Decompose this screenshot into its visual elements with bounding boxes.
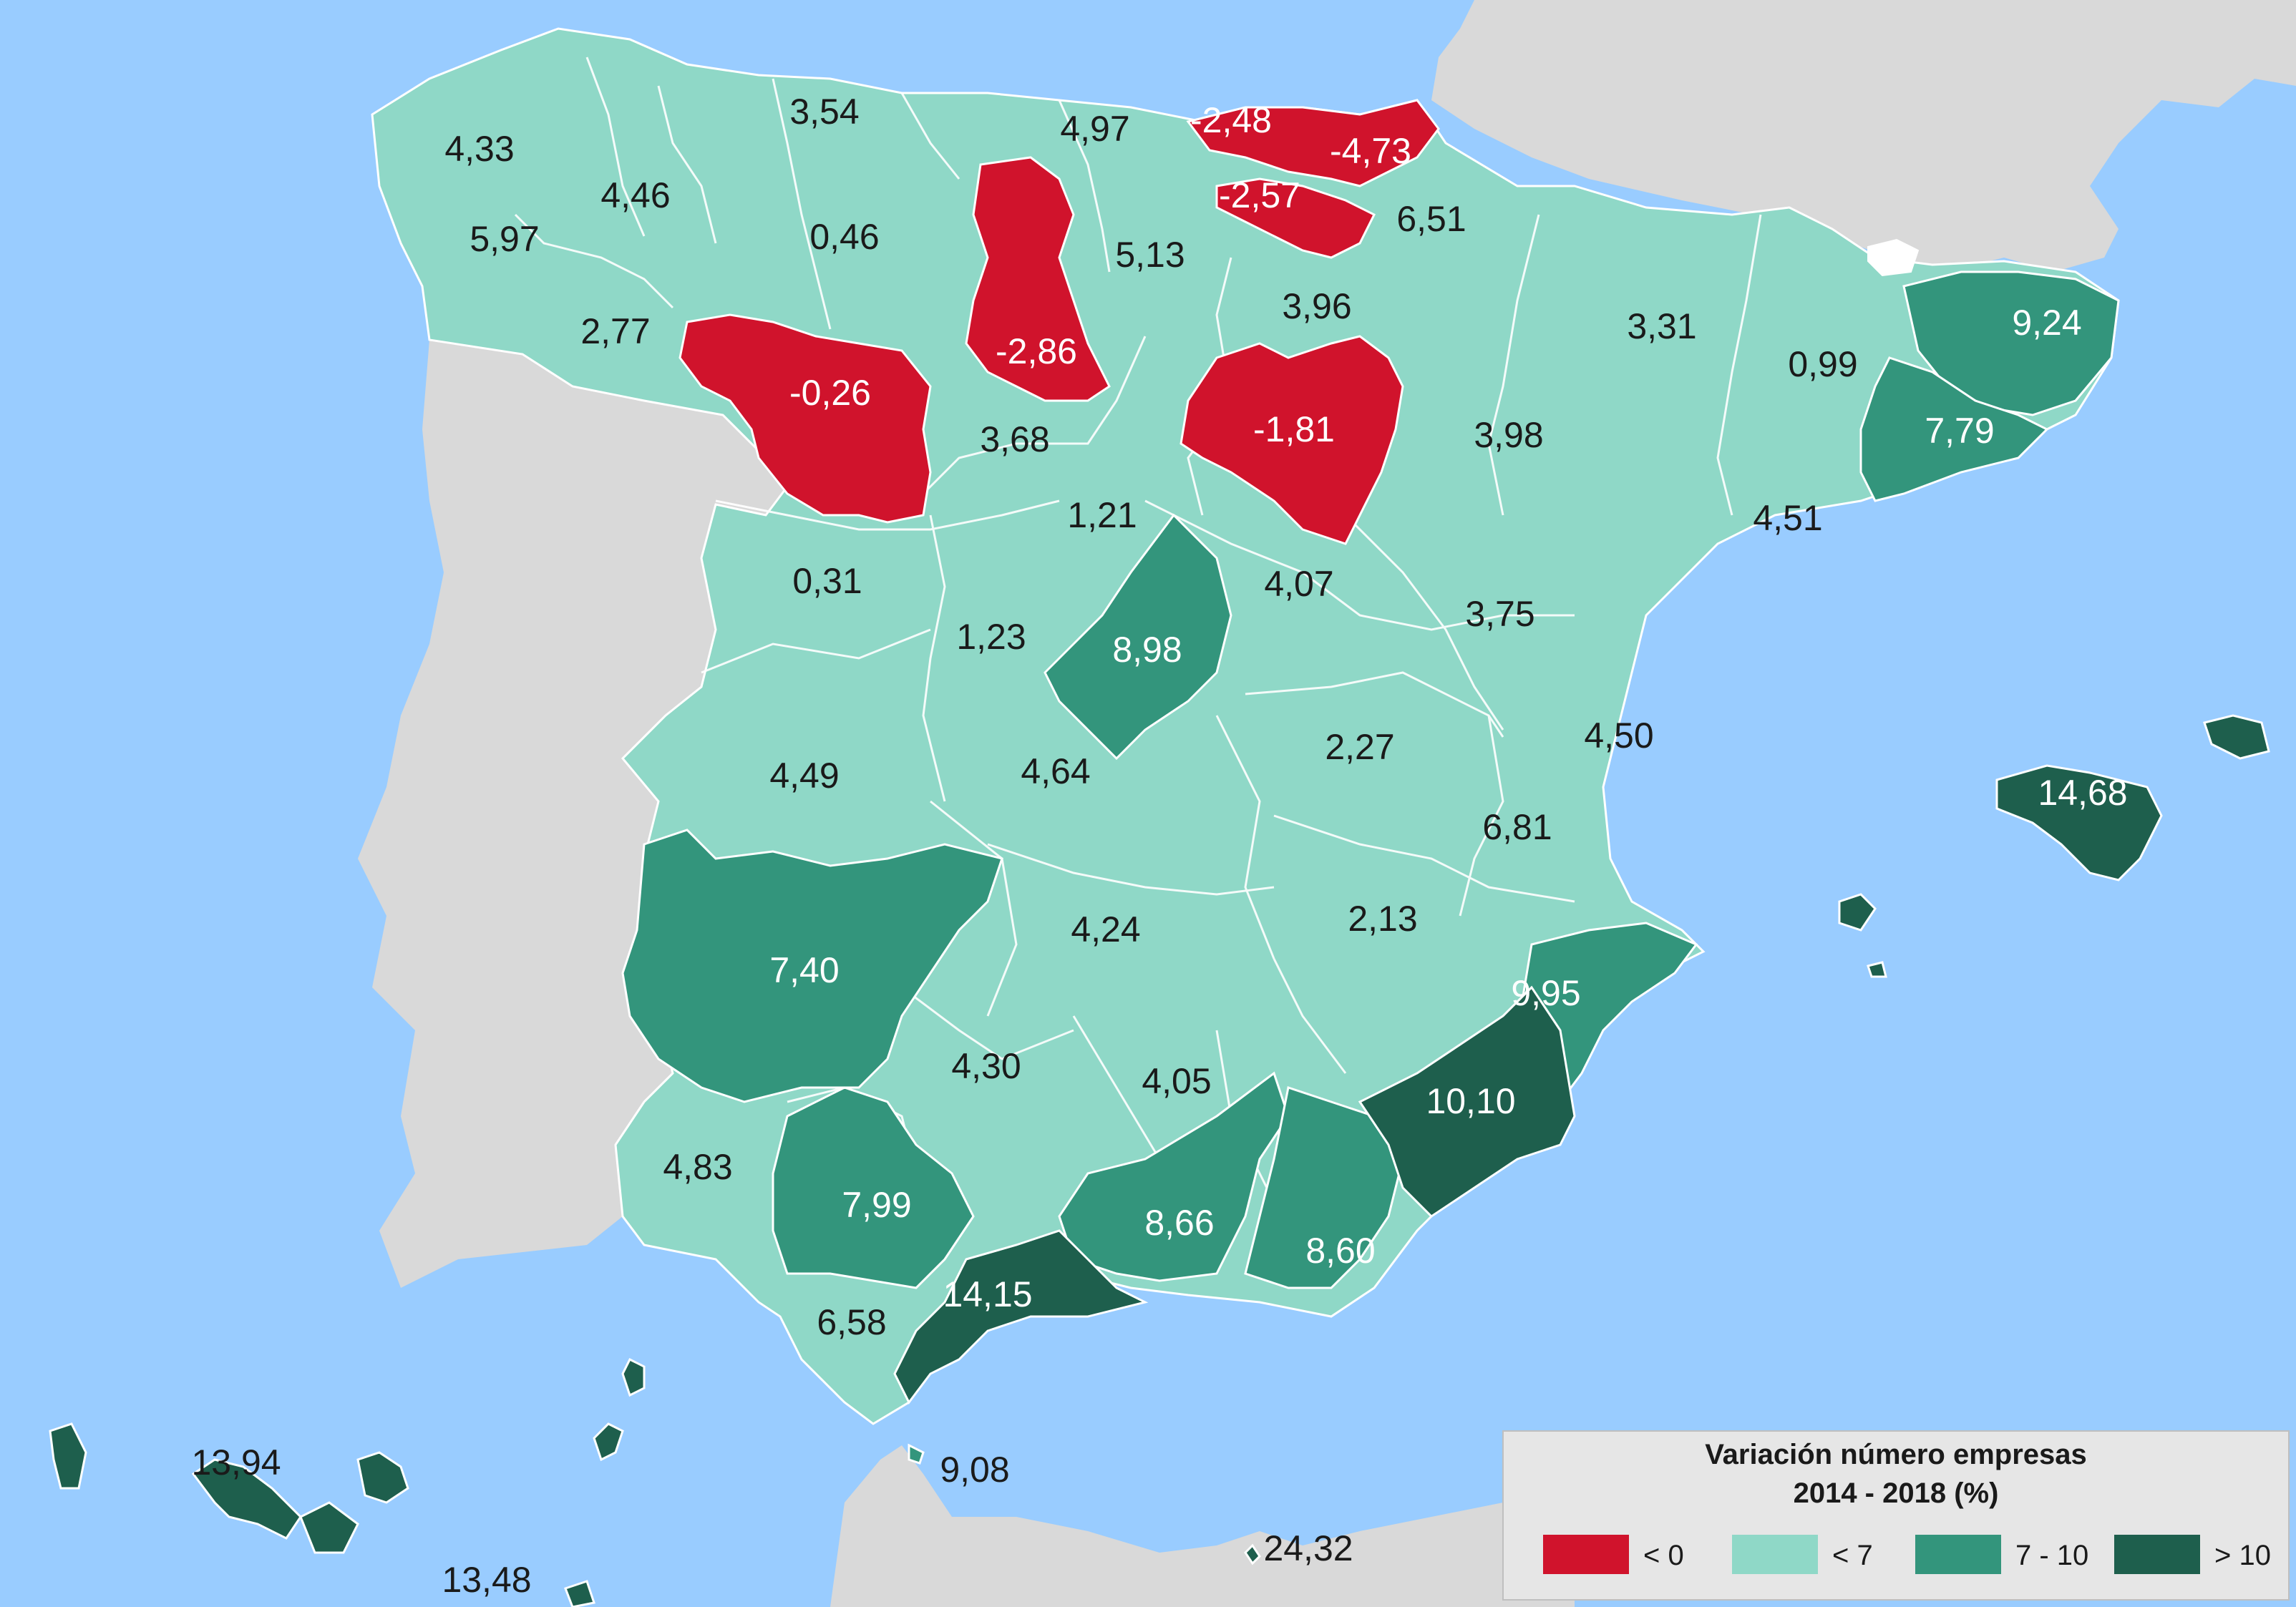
legend-label: 7 - 10 xyxy=(2015,1540,2088,1571)
negative-provinces xyxy=(678,99,1440,545)
province-value-label: 6,58 xyxy=(817,1302,886,1342)
legend: Variación número empresas 2014 - 2018 (%… xyxy=(1502,1430,2290,1601)
province-value-label: 7,79 xyxy=(1925,411,1994,451)
legend-title-line1: Variación número empresas xyxy=(1705,1439,2087,1470)
province-value-label: 3,98 xyxy=(1474,415,1543,455)
legend-title-line2: 2014 - 2018 (%) xyxy=(1794,1477,1999,1509)
province-value-label: 7,40 xyxy=(769,950,839,990)
province-value-label: 24,32 xyxy=(1263,1528,1353,1568)
province-value-label: 4,33 xyxy=(444,129,514,169)
province-value-label: 1,23 xyxy=(956,617,1026,657)
province-value-label: 6,81 xyxy=(1482,807,1552,847)
province-value-label: 4,50 xyxy=(1584,715,1653,756)
province-borders xyxy=(514,57,1762,1231)
province-value-label: 2,77 xyxy=(580,311,650,351)
province-value-label: 4,24 xyxy=(1071,909,1140,949)
africa-landmass xyxy=(830,1445,1575,1607)
province-value-label: 3,96 xyxy=(1282,286,1351,326)
province-value-label: -2,57 xyxy=(1219,175,1300,215)
province-value-label: 5,13 xyxy=(1115,235,1185,275)
province-value-label: 3,68 xyxy=(980,419,1049,459)
legend-swatch xyxy=(1732,1535,1818,1574)
andorra-marker xyxy=(1867,238,1920,277)
province-labels: 4,33 3,54 4,97 -2,48 -4,73 4,46 -2,57 6,51 5,97 0… xyxy=(191,92,2127,1600)
portugal-landmass xyxy=(358,340,787,1288)
province-value-label: 4,51 xyxy=(1753,498,1822,538)
province-value-label: 5,97 xyxy=(470,219,539,259)
province-value-label: -4,73 xyxy=(1330,131,1411,171)
legend-swatch xyxy=(1915,1535,2001,1574)
province-value-label: 3,31 xyxy=(1627,306,1696,346)
province-value-label: 4,30 xyxy=(951,1046,1021,1086)
legend-items: < 0 < 7 7 - 10 > 10 xyxy=(1543,1535,2271,1574)
province-value-label: -2,48 xyxy=(1190,100,1272,140)
province-value-label: 14,68 xyxy=(2038,773,2127,813)
province-value-label: 9,95 xyxy=(1511,973,1580,1013)
province-value-label: 0,46 xyxy=(809,217,879,257)
province-value-label: 4,07 xyxy=(1264,564,1333,604)
province-value-label: 2,27 xyxy=(1325,727,1394,767)
province-value-label: 4,05 xyxy=(1142,1061,1211,1101)
province-value-label: 4,64 xyxy=(1021,751,1090,791)
province-value-label: 9,24 xyxy=(2012,303,2081,343)
province-value-label: 8,60 xyxy=(1305,1231,1375,1271)
province-value-label: 2,13 xyxy=(1348,899,1417,939)
province-value-label: 9,08 xyxy=(940,1450,1009,1490)
france-landmass xyxy=(1431,0,2296,272)
province-value-label: 4,83 xyxy=(663,1147,732,1187)
province-value-label: 14,15 xyxy=(943,1274,1032,1314)
province-value-label: 6,51 xyxy=(1396,199,1466,239)
province-value-label: 0,31 xyxy=(792,561,862,601)
province-value-label: 8,98 xyxy=(1112,630,1182,670)
province-value-label: 1,21 xyxy=(1067,495,1137,535)
province-value-label: 4,97 xyxy=(1060,109,1129,149)
high-provinces xyxy=(49,714,2270,1607)
province-value-label: 8,66 xyxy=(1144,1203,1214,1243)
province-value-label: 3,75 xyxy=(1465,594,1534,634)
legend-swatch xyxy=(2114,1535,2200,1574)
province-value-label: 13,48 xyxy=(442,1560,531,1600)
legend-label: < 7 xyxy=(1832,1540,1873,1571)
province-value-label: 3,54 xyxy=(789,92,859,132)
province-value-label: 7,99 xyxy=(842,1185,911,1225)
province-value-label: -0,26 xyxy=(789,373,871,413)
province-value-label: 13,94 xyxy=(191,1442,281,1483)
legend-label: > 10 xyxy=(2214,1540,2271,1571)
province-value-label: 10,10 xyxy=(1426,1081,1515,1121)
province-value-label: 0,99 xyxy=(1788,344,1857,384)
province-value-label: 4,46 xyxy=(600,175,670,215)
province-value-label: -1,81 xyxy=(1253,409,1335,449)
mid-provinces xyxy=(621,270,2120,1465)
province-value-label: -2,86 xyxy=(996,331,1077,371)
legend-label: < 0 xyxy=(1643,1540,1684,1571)
legend-swatch xyxy=(1543,1535,1629,1574)
province-value-label: 4,49 xyxy=(769,756,839,796)
